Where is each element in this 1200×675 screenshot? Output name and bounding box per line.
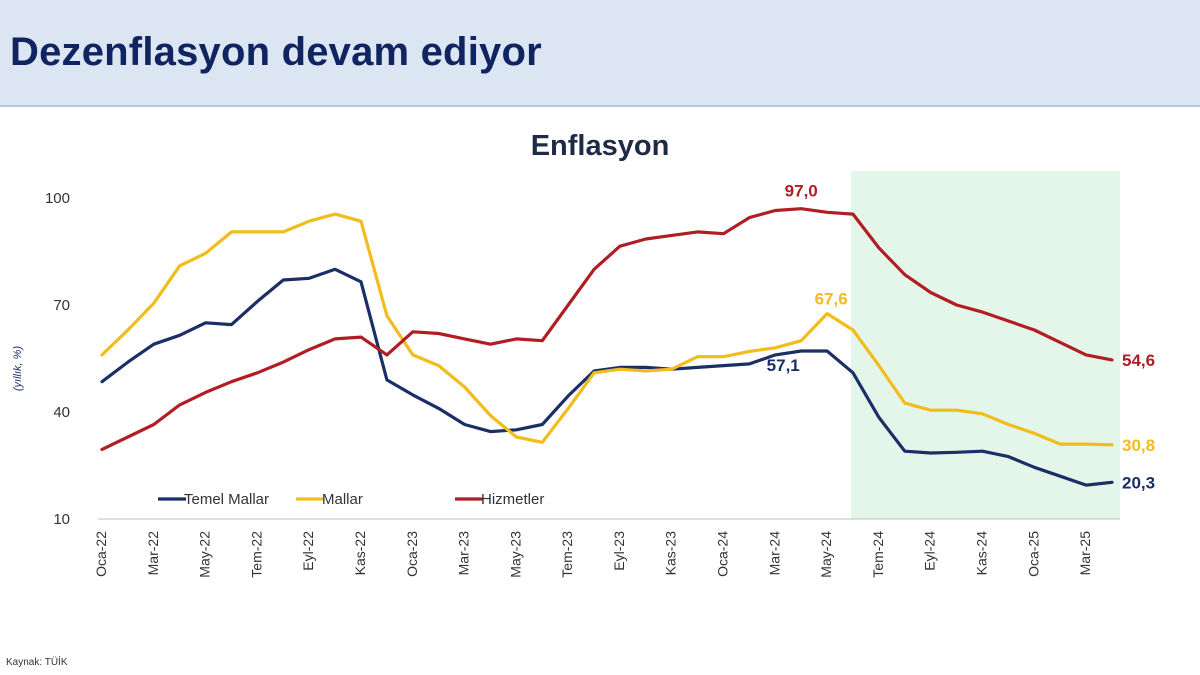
legend-label-mallar: Mallar xyxy=(322,491,363,508)
y-axis-label: (yıllık, %) xyxy=(12,346,24,392)
y-tick-label: 10 xyxy=(53,511,70,528)
annotation-hizmetler: 97,0 xyxy=(785,182,818,201)
x-tick-label: Mar-25 xyxy=(1077,531,1093,576)
end-label-hizmetler: 54,6 xyxy=(1122,351,1155,370)
x-tick-label: Tem-22 xyxy=(248,531,264,578)
x-tick-label: May-23 xyxy=(507,531,523,578)
x-tick-label: Tem-23 xyxy=(559,531,575,578)
x-tick-label: Mar-24 xyxy=(766,531,782,576)
x-tick-label: Kas-24 xyxy=(974,531,990,576)
x-tick-label: Eyl-23 xyxy=(611,531,627,571)
x-tick-label: Oca-22 xyxy=(93,531,109,577)
x-tick-label: Oca-23 xyxy=(404,531,420,577)
forecast-highlight-region xyxy=(851,171,1120,519)
x-tick-label: Mar-23 xyxy=(456,531,472,576)
x-tick-label: May-22 xyxy=(197,531,213,578)
y-tick-label: 100 xyxy=(45,190,70,207)
series-line-hizmetler xyxy=(100,207,1114,451)
x-tick-label: Oca-25 xyxy=(1025,531,1041,577)
legend-label-hizmetler: Hizmetler xyxy=(481,491,544,508)
x-tick-label: Mar-22 xyxy=(145,531,161,576)
annotation-mallar: 67,6 xyxy=(815,290,848,309)
x-tick-label: Oca-24 xyxy=(715,531,731,577)
x-tick-label: Kas-22 xyxy=(352,531,368,576)
annotation-temel-mallar: 57,1 xyxy=(767,356,800,375)
legend-label-temel-mallar: Temel Mallar xyxy=(184,491,269,508)
series-line-mallar xyxy=(100,212,1114,447)
x-tick-label: Kas-23 xyxy=(663,531,679,576)
x-tick-label: Eyl-22 xyxy=(300,531,316,571)
source-note: Kaynak: TÜİK xyxy=(6,657,68,668)
y-tick-label: 70 xyxy=(53,297,70,314)
y-tick-label: 40 xyxy=(53,404,70,421)
end-label-mallar: 30,8 xyxy=(1122,436,1155,455)
x-tick-label: May-24 xyxy=(818,531,834,578)
end-label-temel-mallar: 20,3 xyxy=(1122,473,1155,492)
header-banner: Dezenflasyon devam ediyor xyxy=(0,0,1200,107)
x-tick-label: Eyl-24 xyxy=(922,531,938,571)
series-line-temel-mallar xyxy=(100,267,1114,487)
chart-title: Enflasyon xyxy=(530,130,670,162)
page-title: Dezenflasyon devam ediyor xyxy=(10,30,542,74)
x-tick-label: Tem-24 xyxy=(870,531,886,578)
